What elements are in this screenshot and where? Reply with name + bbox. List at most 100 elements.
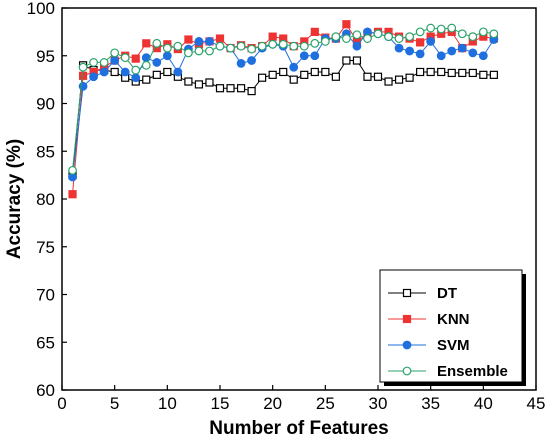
x-tick-label: 25: [316, 394, 335, 413]
data-point-ensemble: [352, 30, 362, 40]
data-point-ensemble: [120, 53, 130, 63]
data-point-ensemble: [299, 41, 309, 51]
data-point-dt: [352, 56, 362, 65]
data-point-dt: [384, 77, 393, 86]
x-tick-label: 35: [421, 394, 440, 413]
data-point-ensemble: [236, 41, 246, 51]
x-tick-label: 40: [474, 394, 493, 413]
data-point-ensemble: [226, 43, 235, 53]
data-point-svm: [447, 46, 457, 56]
series-ensemble: [68, 23, 499, 175]
y-tick-label: 90: [36, 95, 55, 114]
data-point-ensemble: [426, 23, 436, 33]
x-tick-label: 45: [527, 394, 546, 413]
data-point-dt: [468, 68, 477, 78]
data-point-svm: [394, 43, 404, 53]
data-point-ensemble: [468, 32, 478, 42]
data-point-dt: [184, 77, 193, 86]
data-point-svm: [457, 43, 467, 53]
y-tick-label: 85: [36, 142, 55, 161]
data-point-dt: [310, 67, 319, 77]
data-point-dt: [405, 73, 414, 82]
data-point-svm: [236, 58, 246, 68]
data-point-ensemble: [384, 32, 393, 42]
data-point-ensemble: [99, 58, 109, 67]
data-point-ensemble: [289, 41, 299, 51]
x-axis-title: Number of Features: [209, 418, 388, 439]
data-point-dt: [437, 67, 446, 77]
y-axis-title: Accuracy (%): [4, 139, 25, 259]
data-point-knn: [184, 35, 193, 44]
series-svm: [68, 27, 499, 182]
data-point-svm: [99, 67, 109, 77]
data-point-dt: [426, 67, 435, 77]
data-point-dt: [479, 70, 488, 79]
data-point-dt: [458, 68, 467, 78]
data-point-dt: [300, 70, 309, 79]
data-point-dt: [342, 56, 351, 65]
data-point-dt: [110, 67, 119, 77]
data-point-svm: [89, 72, 98, 82]
x-tick-label: 5: [110, 394, 119, 413]
data-point-ensemble: [247, 44, 257, 54]
x-tick-label: 0: [57, 394, 66, 413]
data-point-knn: [268, 32, 277, 41]
data-point-ensemble: [141, 60, 151, 70]
data-point-ensemble: [373, 29, 383, 39]
data-point-ensemble: [331, 32, 341, 42]
legend-label-dt: DT: [437, 285, 457, 302]
data-point-knn: [416, 38, 425, 47]
data-point-ensemble: [310, 38, 320, 48]
data-point-svm: [162, 51, 172, 61]
data-point-dt: [279, 67, 288, 77]
data-point-dt: [163, 67, 172, 77]
data-point-ensemble: [78, 62, 88, 72]
data-point-ensemble: [173, 41, 183, 51]
data-point-dt: [416, 67, 425, 77]
data-point-dt: [268, 70, 277, 79]
legend-label-knn: KNN: [437, 311, 470, 328]
data-point-svm: [247, 56, 257, 65]
y-tick-label: 100: [27, 0, 55, 18]
data-point-svm: [478, 51, 488, 61]
data-point-ensemble: [152, 38, 162, 48]
data-point-ensemble: [405, 32, 415, 42]
data-point-ensemble: [363, 34, 372, 43]
legend-label-ensemble: Ensemble: [437, 363, 508, 380]
data-point-svm: [152, 58, 162, 67]
data-point-knn: [68, 190, 77, 199]
data-point-dt: [447, 68, 456, 78]
data-point-ensemble: [215, 41, 225, 51]
data-point-dt: [394, 75, 404, 84]
data-point-dt: [226, 84, 235, 93]
y-tick-label: 95: [36, 47, 55, 66]
data-point-dt: [152, 70, 161, 79]
data-point-svm: [310, 51, 320, 61]
data-point-ensemble: [489, 29, 499, 39]
series-layer: [68, 20, 499, 199]
legend-label-svm: SVM: [437, 337, 470, 354]
data-point-svm: [405, 46, 415, 56]
data-point-svm: [205, 37, 214, 46]
data-point-knn: [215, 34, 225, 43]
data-point-ensemble: [320, 37, 330, 46]
legend-marker-svm: [402, 340, 412, 350]
y-tick-label: 80: [36, 190, 55, 209]
data-point-dt: [289, 75, 298, 84]
data-point-dt: [215, 84, 225, 93]
data-point-svm: [289, 62, 299, 72]
y-tick-label: 60: [36, 381, 55, 400]
data-point-ensemble: [342, 34, 351, 43]
legend-marker-ensemble: [402, 366, 412, 376]
data-point-svm: [415, 49, 425, 59]
data-point-svm: [436, 51, 446, 61]
axis-ticks: 0 5 10 15 20 25 30 35 40 45 60 65 70 75 80 85 90 95 100: [27, 0, 546, 413]
legend-marker-dt: [402, 288, 412, 298]
data-point-dt: [258, 73, 267, 82]
data-point-ensemble: [268, 39, 278, 49]
data-point-knn: [342, 20, 351, 29]
data-point-dt: [205, 78, 214, 87]
data-point-ensemble: [478, 27, 488, 37]
data-point-svm: [131, 73, 141, 83]
